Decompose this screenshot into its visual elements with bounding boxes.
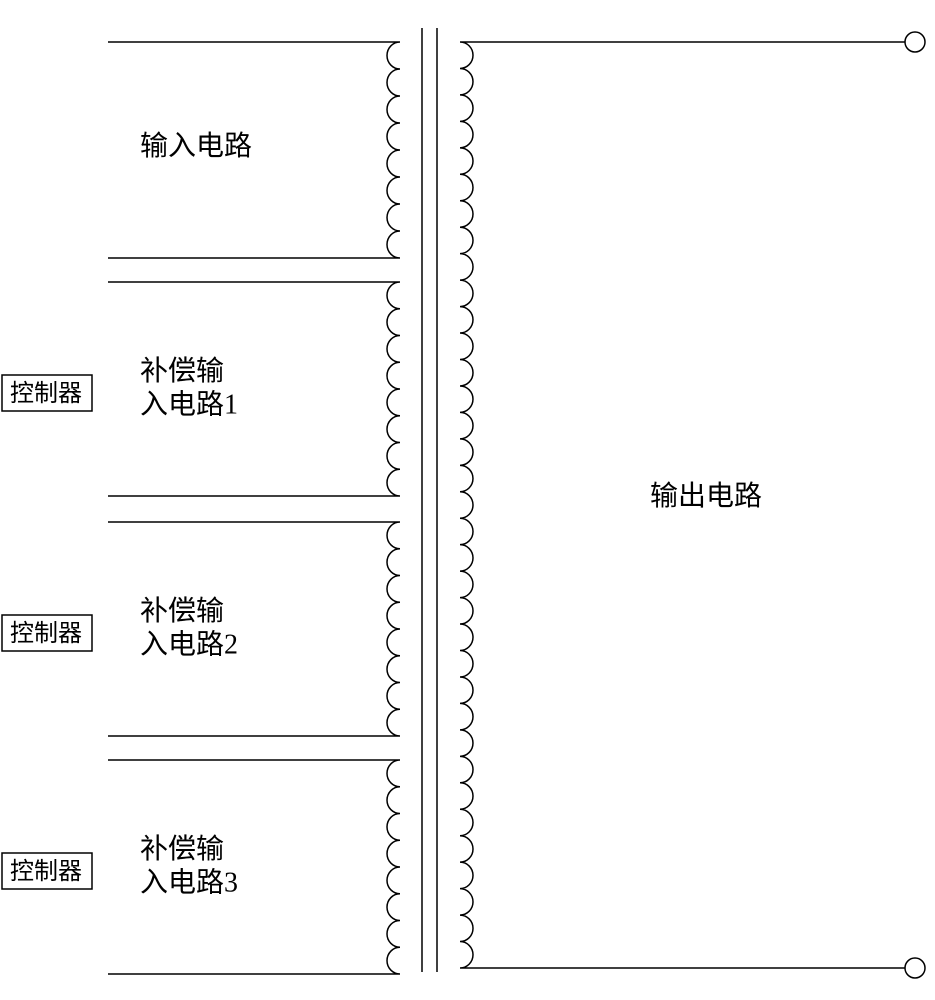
secondary-label: 输出电路 [650,480,762,512]
transformer-diagram: 输入电路补偿输入电路1控制器补偿输入电路2控制器补偿输入电路3控制器输出电路 [0,0,935,1000]
controller-label-1: 控制器 [10,380,82,407]
primary-label-3: 补偿输入电路3 [140,833,238,899]
controller-label-2: 控制器 [10,620,82,647]
primary-label-0: 输入电路 [140,130,252,162]
controller-label-3: 控制器 [10,858,82,885]
output-terminal-top [905,32,925,52]
primary-label-1: 补偿输入电路1 [140,355,238,421]
output-terminal-bottom [905,958,925,978]
primary-label-2: 补偿输入电路2 [140,595,238,661]
